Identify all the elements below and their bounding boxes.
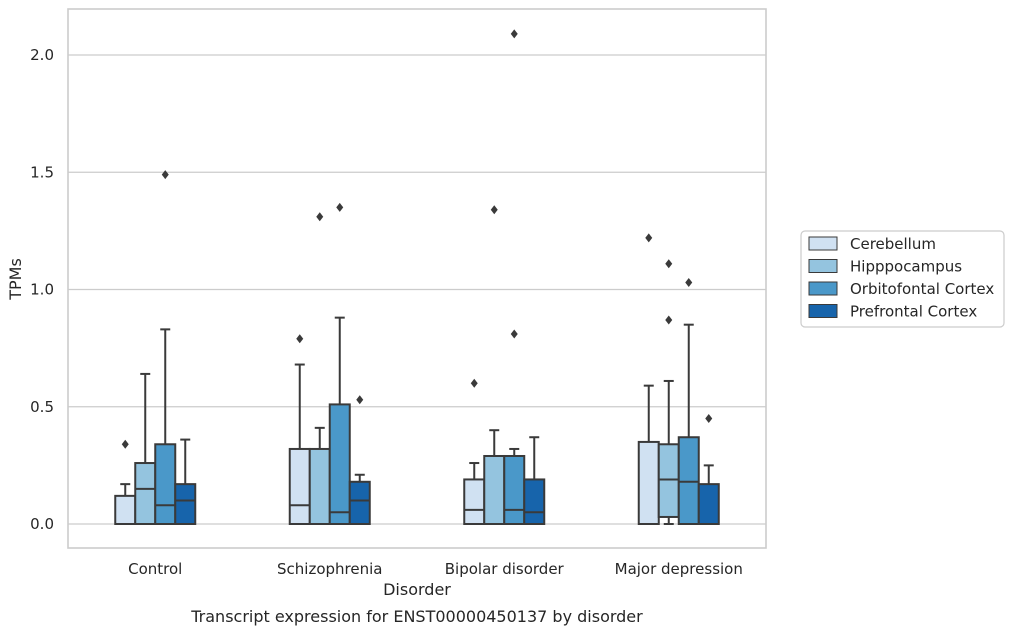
outlier-point <box>356 395 364 405</box>
outlier-point <box>665 315 673 325</box>
outlier-point <box>316 212 324 222</box>
y-tick-label: 2.0 <box>30 46 54 64</box>
outlier-point <box>705 413 713 423</box>
box <box>288 447 311 525</box>
outlier-point <box>336 202 344 212</box>
box <box>463 478 486 526</box>
box-group <box>288 202 371 526</box>
box-group <box>637 233 720 526</box>
box <box>308 447 331 525</box>
box <box>677 436 700 525</box>
legend-frame <box>800 230 1005 328</box>
legend-label: Prefrontal Cortex <box>850 303 977 321</box>
box <box>483 454 506 525</box>
outlier-point <box>665 259 673 269</box>
outlier-point <box>470 378 478 388</box>
y-tick-label: 0.0 <box>30 515 54 533</box>
x-tick-labels: Control Schizophrenia Bipolar disorder Majo… <box>128 560 743 578</box>
legend-swatch <box>808 259 838 273</box>
box <box>523 478 546 526</box>
outlier-point <box>645 233 653 243</box>
box <box>637 440 660 525</box>
outlier-point <box>510 329 518 339</box>
outlier-point <box>161 170 169 180</box>
x-tick-label: Control <box>128 560 182 578</box>
box-groups <box>114 29 720 526</box>
x-tick-label: Major depression <box>615 560 743 578</box>
legend-swatch <box>808 236 838 251</box>
x-tick-label: Schizophrenia <box>277 560 382 578</box>
legend-label: Orbitofontal Cortex <box>850 280 994 298</box>
y-tick-label: 0.5 <box>30 398 54 416</box>
box <box>348 480 371 526</box>
outlier-point <box>296 334 304 344</box>
legend-swatch <box>808 304 838 318</box>
legend-label: Cerebellum <box>850 235 936 253</box>
box <box>114 494 137 525</box>
box <box>697 483 720 526</box>
outlier-point <box>490 205 498 215</box>
plot-frame <box>67 8 767 549</box>
box <box>154 443 177 525</box>
chart-caption: Transcript expression for ENST0000045013… <box>190 607 643 626</box>
y-tick-label: 1.0 <box>30 281 54 299</box>
box <box>503 454 526 525</box>
x-axis-label: Disorder <box>383 580 451 599</box>
box <box>174 483 197 526</box>
y-axis-label: TPMs <box>6 258 25 301</box>
y-tick-labels: 0.0 0.5 1.0 1.5 2.0 <box>30 46 54 533</box>
x-tick-label: Bipolar disorder <box>445 560 565 578</box>
box <box>134 462 157 525</box>
box-group <box>114 170 197 526</box>
legend: Cerebellum Hipppocampus Orbitofontal Corte… <box>800 230 1005 328</box>
box-group <box>463 29 546 526</box>
box <box>657 443 680 518</box>
y-tick-label: 1.5 <box>30 163 54 181</box>
legend-label: Hipppocampus <box>850 258 962 276</box>
outlier-point <box>121 439 129 449</box>
outlier-point <box>685 277 693 287</box>
outlier-point <box>510 29 518 39</box>
box <box>328 403 351 525</box>
legend-swatch <box>808 281 838 296</box>
